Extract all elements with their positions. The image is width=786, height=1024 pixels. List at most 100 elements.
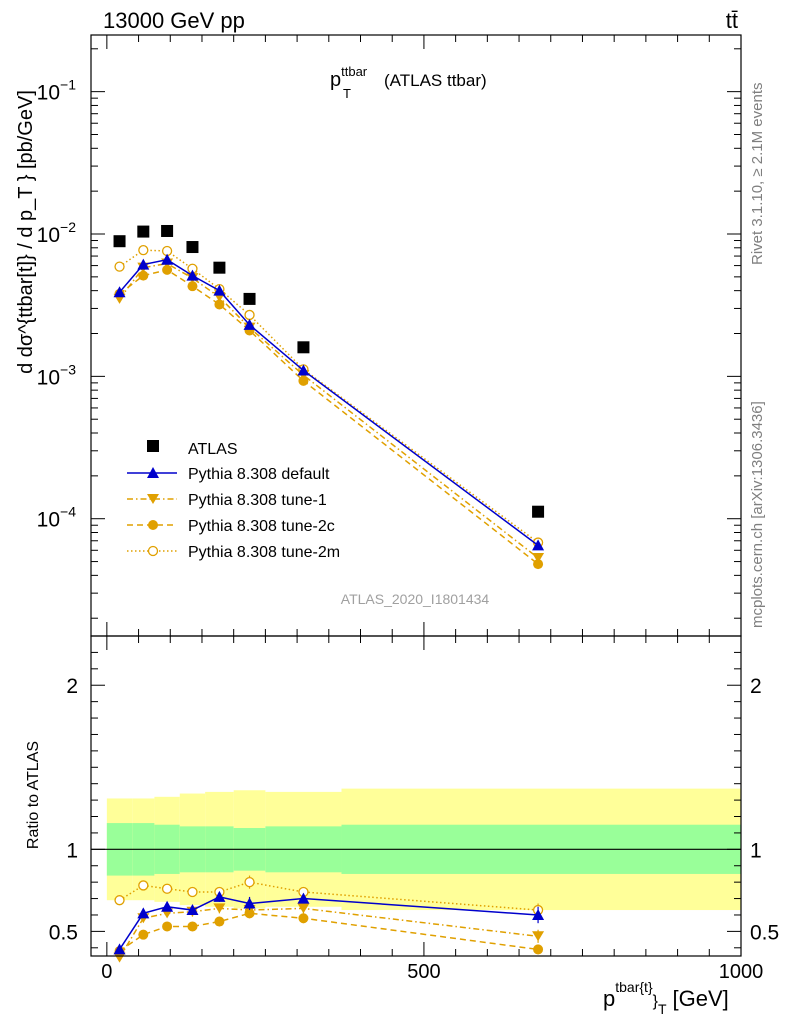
analysis-watermark: ATLAS_2020_I1801434 (341, 591, 490, 607)
ytick-main-exp-1: −2 (60, 219, 76, 235)
ytick-main-label-0: 10−1 (37, 77, 77, 105)
ytick-main-exp-0: −1 (60, 77, 76, 93)
main-point-default-2 (161, 253, 174, 265)
ratio-point-tune2m-5 (244, 877, 255, 888)
ratio-line-default (118, 896, 539, 950)
main-point-tune2c-7 (533, 559, 544, 570)
band-group (91, 788, 741, 911)
plot-title-sup: ttbar (341, 64, 368, 79)
main-point-default-6 (297, 364, 310, 376)
legend-atlas-marker (147, 440, 159, 452)
main-point-default-5 (243, 318, 256, 330)
ratio-point-default-4 (213, 890, 226, 902)
main-point-tune2c-1 (138, 270, 149, 281)
ytick-main-label-1: 10−2 (37, 219, 77, 247)
ytick-main-base-1: 10 (37, 224, 60, 247)
ratio-bands (91, 788, 741, 911)
ratio-point-default-3 (186, 904, 199, 916)
x-label-sup: tbar{t} (615, 979, 653, 995)
main-point-atlas-3 (186, 241, 199, 254)
x-label-rest: } (653, 993, 659, 1010)
ytick-main-exp-3: −4 (60, 504, 76, 520)
xtick-label-2: 1000 (719, 961, 764, 983)
ratio-point-default-0 (113, 943, 126, 955)
main-ylabel: d dσ^{ttbar[t]} / d p_T } [pb/GeV] (15, 90, 37, 374)
legend-tune2c-label: Pythia 8.308 tune-2c (188, 518, 335, 535)
main-point-default-3 (186, 269, 199, 281)
ytick-ratio-label-right-1: 1 (750, 839, 762, 862)
ytick-main-base-0: 10 (37, 82, 60, 105)
main-point-tune2m-0 (114, 261, 125, 272)
ratio-line-tune2c (119, 912, 539, 952)
rivet-label: Rivet 3.1.10, ≥ 2.1M events (749, 83, 766, 266)
main-line-tune1 (118, 262, 539, 559)
legend-default-label: Pythia 8.308 default (188, 466, 330, 483)
ratio-point-tune1-7 (532, 931, 545, 942)
ratio-point-tune2c-2 (162, 921, 173, 932)
legend-tune1-marker (147, 494, 159, 504)
plot-title-rest: (ATLAS ttbar) (384, 71, 487, 90)
legend: ATLAS Pythia 8.308 default Pythia 8.308 … (127, 440, 340, 561)
plot-title: pttbar T (ATLAS ttbar) (330, 64, 487, 101)
ratio-point-tune2m-0 (114, 895, 125, 906)
plot-title-main: p (330, 69, 341, 91)
ytick-ratio-label-right-2: 0.5 (750, 921, 779, 944)
ytick-main-label-3: 10−4 (37, 504, 77, 532)
ratio-point-tune2m-3 (187, 886, 198, 898)
main-point-atlas-6 (297, 341, 310, 354)
legend-default-marker (147, 467, 159, 478)
ratio-point-tune2c-7 (533, 944, 544, 955)
x-label-unit: [GeV] (673, 986, 729, 1011)
ytick-main-label-2: 10−3 (37, 361, 77, 389)
x-label-main: p (603, 986, 615, 1011)
ratio-point-tune2c-4 (214, 916, 225, 927)
main-point-tune2m-5 (244, 309, 255, 321)
xtick-label-1: 500 (407, 961, 440, 983)
main-point-tune2c-4 (214, 299, 225, 310)
ytick-ratio-label-left-0: 2 (66, 675, 78, 698)
ratio-point-tune2m-2 (161, 883, 173, 894)
legend-tune2m-marker (147, 545, 159, 557)
energy-label: 13000 GeV pp (103, 8, 245, 33)
ratio-ylabel: Ratio to ATLAS (25, 741, 42, 849)
main-point-tune2c-6 (298, 375, 309, 386)
ratio-point-default-7 (532, 908, 545, 920)
ratio-point-default-2 (161, 900, 174, 912)
main-point-atlas-2 (161, 224, 174, 237)
main-point-atlas-0 (113, 235, 126, 248)
ratio-series (113, 875, 545, 963)
ratio-point-tune2c-1 (138, 929, 149, 940)
ratio-point-tune2c-3 (187, 921, 198, 932)
ytick-main-exp-2: −3 (60, 361, 76, 377)
main-point-atlas-7 (532, 505, 545, 518)
xtick-label-0: 0 (101, 961, 112, 983)
main-series (113, 224, 545, 570)
main-line-default (118, 258, 539, 546)
legend-tune2m-label: Pythia 8.308 tune-2m (188, 544, 340, 561)
ytick-ratio-label-left-2: 0.5 (49, 921, 78, 944)
main-point-default-4 (213, 284, 226, 296)
main-point-atlas-5 (243, 292, 256, 305)
legend-tune1-label: Pythia 8.308 tune-1 (188, 492, 327, 509)
ytick-ratio-label-left-1: 1 (66, 839, 78, 862)
ratio-point-tune1-6 (297, 903, 310, 914)
legend-tune2c-marker (148, 520, 158, 530)
ratio-point-tune1-4 (213, 903, 226, 914)
ratio-point-tune2m-1 (138, 880, 149, 891)
legend-atlas-label: ATLAS (188, 441, 238, 458)
main-point-tune2c-3 (187, 281, 198, 292)
main-point-tune1-7 (532, 552, 545, 563)
main-point-atlas-1 (137, 225, 150, 238)
ratio-point-default-6 (297, 892, 310, 904)
x-label-sub: T (658, 1001, 667, 1017)
ytick-main-base-2: 10 (37, 366, 60, 389)
ytick-ratio-label-right-0: 2 (750, 675, 762, 698)
main-point-tune2m-1 (138, 245, 149, 256)
main-point-default-0 (113, 286, 126, 298)
x-axis-label: ptbar{t}}T [GeV] (603, 979, 729, 1017)
mcplots-label: mcplots.cern.ch [arXiv:1306.3436] (749, 401, 766, 628)
main-point-default-7 (532, 539, 545, 551)
main-point-atlas-4 (213, 261, 226, 274)
